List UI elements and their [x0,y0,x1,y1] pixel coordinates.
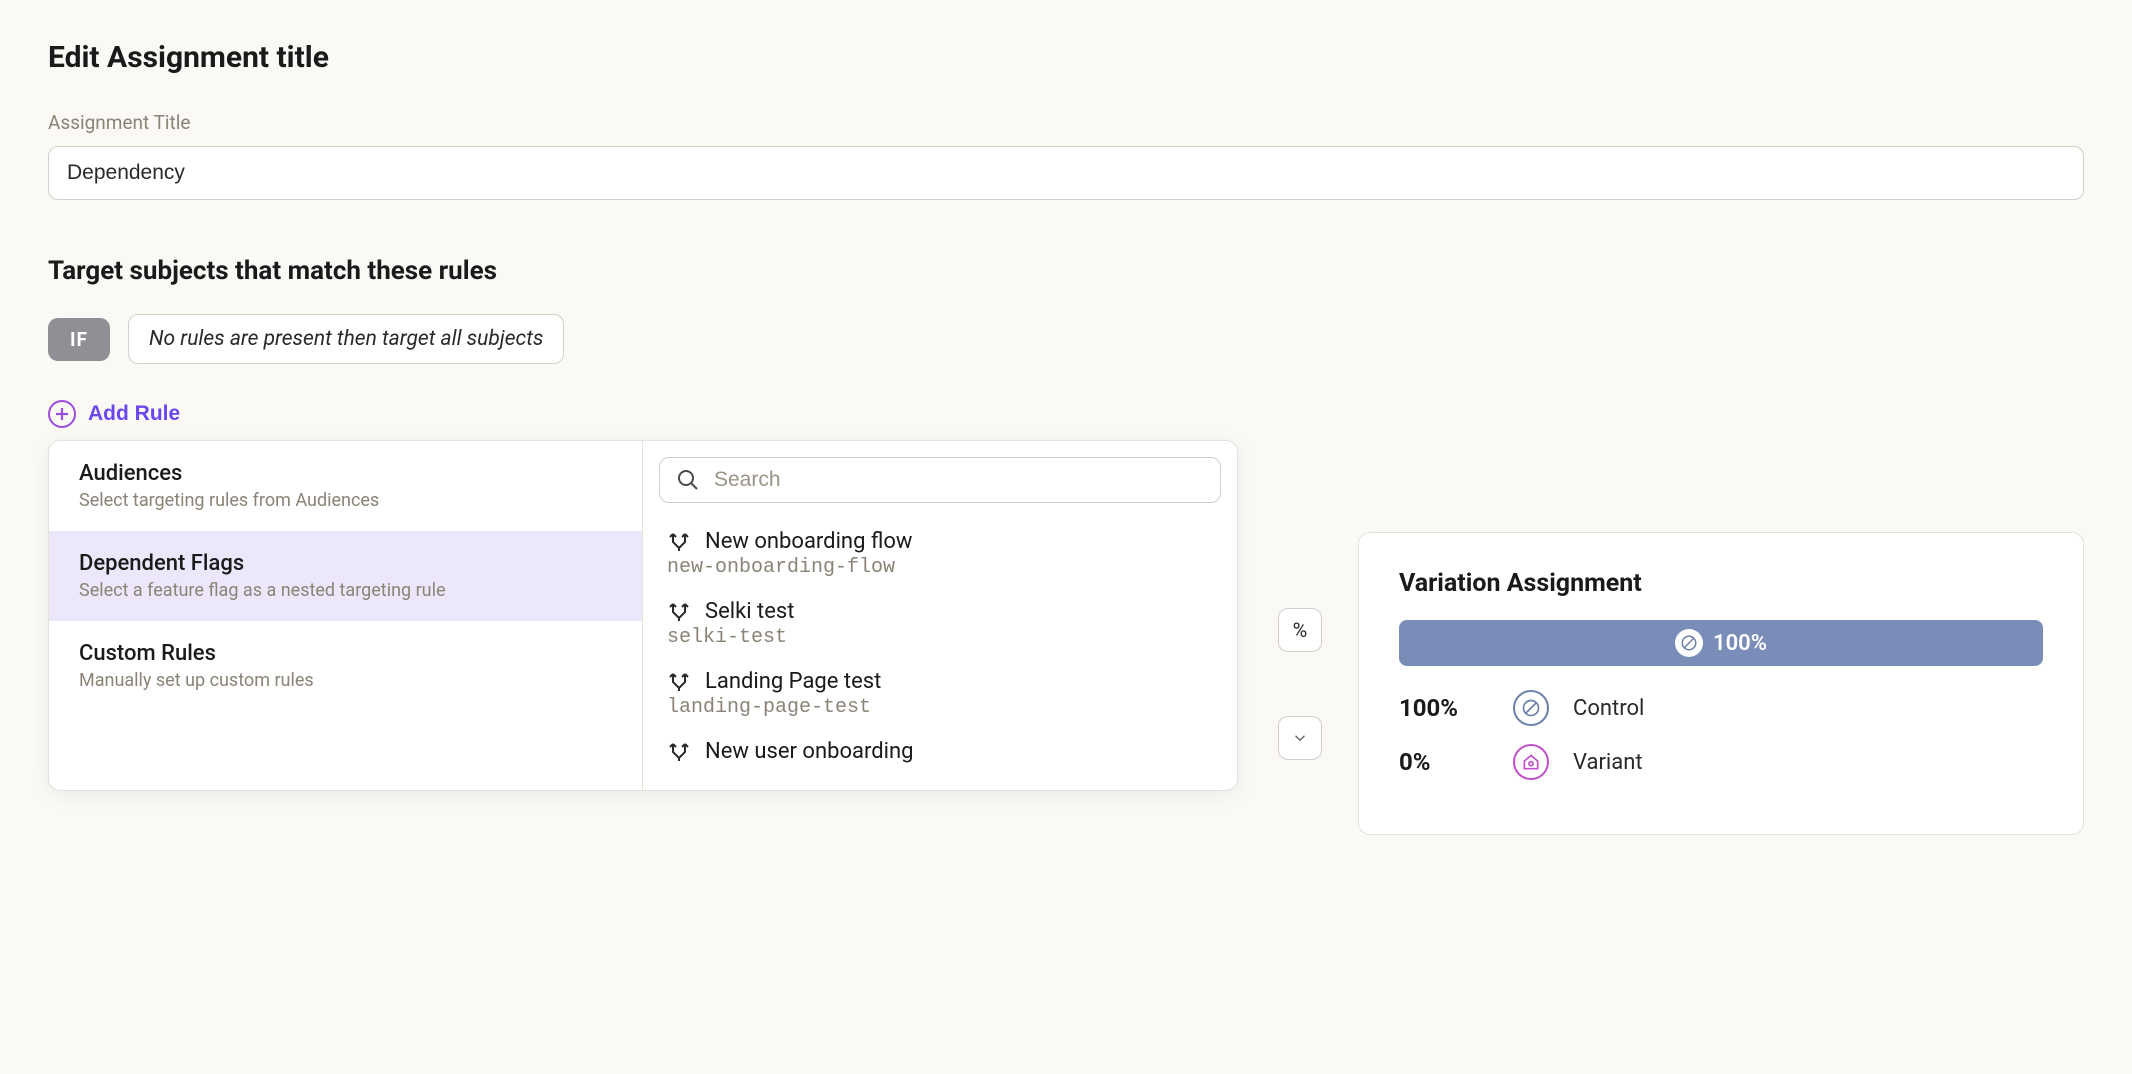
assignment-title-label: Assignment Title [48,111,2084,134]
category-audiences[interactable]: Audiences Select targeting rules from Au… [49,441,642,531]
variation-label: Control [1573,696,1644,721]
variation-label: Variant [1573,750,1643,775]
control-icon [1513,690,1549,726]
variation-progress-bar: 100% [1399,620,2043,666]
add-rule-label: Add Rule [88,402,180,426]
variant-icon [1513,744,1549,780]
rule-placeholder: No rules are present then target all sub… [128,314,564,364]
variation-row-variant: 0% Variant [1399,744,2043,780]
category-desc: Select targeting rules from Audiences [79,490,612,511]
search-icon [676,468,700,492]
variation-row-control: 100% Control [1399,690,2043,726]
search-input[interactable] [714,468,1204,492]
if-badge: IF [48,318,110,361]
add-rule-button[interactable]: Add Rule [48,396,180,432]
variation-card: Variation Assignment 100% 100% [1358,532,2084,835]
variation-percent: 100% [1399,694,1489,722]
percent-suffix-box: % [1278,608,1322,652]
search-wrap[interactable] [659,457,1221,503]
page-title: Edit Assignment title [48,40,2084,75]
chevron-down-icon [1291,729,1309,747]
rules-section-title: Target subjects that match these rules [48,256,2084,286]
variation-percent: 0% [1399,748,1489,776]
category-title: Audiences [79,461,612,486]
assignment-title-input[interactable] [48,146,2084,200]
dropdown-toggle[interactable] [1278,716,1322,760]
control-icon [1675,629,1703,657]
variation-title: Variation Assignment [1399,569,2043,598]
plus-circle-icon [48,400,76,428]
progress-label: 100% [1713,631,1767,656]
